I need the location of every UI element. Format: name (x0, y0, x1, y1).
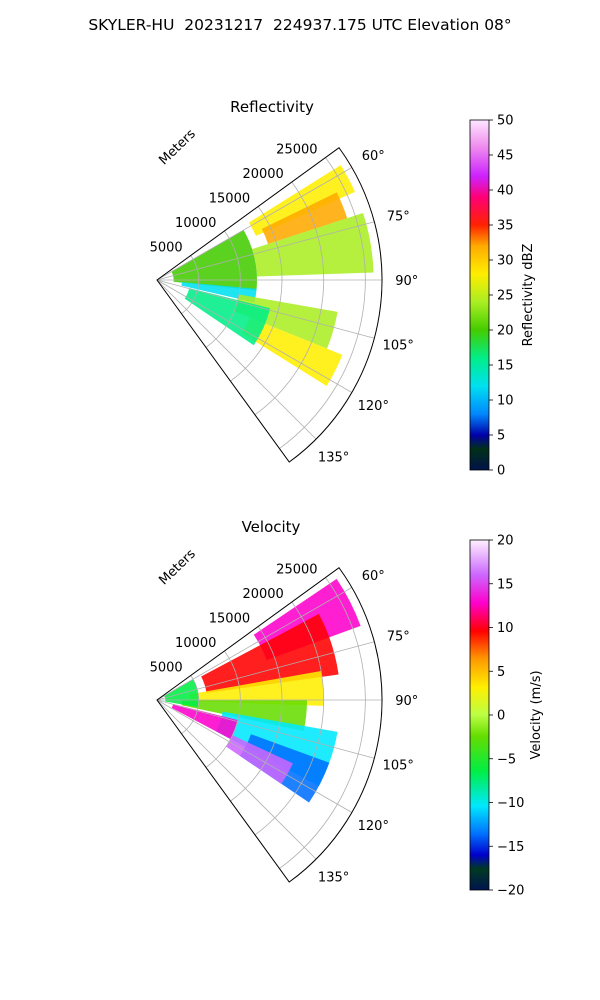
reflectivity-range-tick-label: 20000 (242, 167, 283, 182)
velocity-colorbar-tick-label: 20 (497, 534, 514, 549)
reflectivity-azimuth-tick-label: 135° (318, 451, 349, 466)
reflectivity-echo-region (261, 192, 348, 244)
velocity-range-tick-label: 15000 (209, 612, 250, 627)
reflectivity-echo-region (241, 317, 343, 386)
velocity-colorbar-tick-label: −5 (497, 752, 516, 767)
velocity-colorbar-tick-label: −10 (497, 796, 524, 811)
reflectivity-range-tick-label: 15000 (209, 192, 250, 207)
velocity-colorbar-tick-label: −20 (497, 884, 524, 899)
velocity-azimuth-tick-label: 105° (383, 759, 414, 774)
reflectivity-range-tick-label: 5000 (150, 241, 183, 256)
reflectivity-echo-region (171, 230, 257, 291)
reflectivity-colorbar-tick-label: 35 (497, 219, 514, 234)
reflectivity-echo-region (181, 282, 257, 303)
velocity-title: Velocity (242, 518, 301, 536)
velocity-panel: Velocity 5000 10000 15000 20000 25000 60° 75°… (150, 518, 419, 886)
reflectivity-sector-outline (156, 147, 383, 463)
reflectivity-azimuth-tick-label: 120° (358, 399, 389, 414)
reflectivity-azimuth-spoke (156, 221, 375, 281)
velocity-azimuth-spoke (156, 641, 375, 701)
velocity-range-tick-label: 5000 (150, 661, 183, 676)
reflectivity-azimuth-spoke (156, 167, 353, 281)
figure-title: SKYLER-HU 20231217 224937.175 UTC Elevat… (88, 16, 512, 34)
velocity-range-ring (181, 675, 200, 735)
reflectivity-colorbar-tick-label: 10 (497, 394, 514, 409)
velocity-range-tick-label: 10000 (175, 636, 216, 651)
velocity-azimuth-tick-label: 90° (395, 694, 418, 709)
reflectivity-colorbar-tick-label: 45 (497, 149, 514, 164)
reflectivity-range-ring (181, 255, 200, 315)
velocity-colorbar-ticks: −20 −15 −10 −5 0 5 10 15 20 (489, 534, 524, 899)
reflectivity-range-ticks: 5000 10000 15000 20000 25000 (150, 143, 318, 256)
velocity-colorbar-tick-label: 0 (497, 709, 505, 724)
reflectivity-range-label: Meters (156, 127, 199, 169)
reflectivity-colorbar-tick-label: 40 (497, 184, 514, 199)
reflectivity-azimuth-ticks: 60° 75° 90° 105° 120° 135° (318, 149, 418, 465)
reflectivity-range-tick-label: 25000 (276, 143, 317, 158)
reflectivity-azimuth-spoke (156, 279, 375, 339)
reflectivity-azimuth-tick-label: 105° (383, 339, 414, 354)
velocity-range-ring (279, 577, 366, 869)
reflectivity-colorbar-label: Reflectivity dBZ (521, 244, 536, 347)
velocity-colorbar: −20 −15 −10 −5 0 5 10 15 20 Velocity (m/s) (469, 534, 544, 899)
velocity-azimuth-tick-label: 120° (358, 819, 389, 834)
reflectivity-range-tick-label: 10000 (175, 216, 216, 231)
velocity-colorbar-tick-label: −15 (497, 840, 524, 855)
reflectivity-echo-region (248, 165, 355, 236)
reflectivity-echo-region (184, 288, 271, 346)
velocity-range-ring (205, 650, 241, 768)
velocity-azimuth-tick-label: 135° (318, 871, 349, 886)
reflectivity-frame (156, 147, 383, 463)
reflectivity-colorbar-tick-label: 15 (497, 359, 514, 374)
reflectivity-range-ring (230, 206, 283, 382)
velocity-azimuth-spoke (156, 587, 353, 701)
reflectivity-azimuth-spoke (156, 279, 317, 440)
velocity-range-tick-label: 25000 (276, 563, 317, 578)
reflectivity-range-ring (205, 230, 241, 348)
reflectivity-title: Reflectivity (230, 98, 314, 116)
velocity-colorbar-tick-label: 5 (497, 665, 505, 680)
velocity-colorbar-tick-label: 10 (497, 621, 514, 636)
reflectivity-azimuth-spoke (156, 279, 353, 393)
velocity-range-ticks: 5000 10000 15000 20000 25000 (150, 563, 318, 676)
reflectivity-colorbar-tick-label: 50 (497, 114, 514, 129)
reflectivity-panel: Reflectivity 5000 10000 15000 20000 25000 60… (150, 98, 419, 466)
velocity-azimuth-spoke (156, 699, 317, 860)
velocity-azimuth-spoke (156, 699, 375, 759)
velocity-echo-region (201, 613, 339, 694)
reflectivity-colorbar-tick-label: 0 (497, 464, 505, 479)
reflectivity-azimuth-tick-label: 75° (387, 209, 410, 224)
velocity-azimuth-tick-label: 75° (387, 629, 410, 644)
velocity-range-ring (230, 626, 283, 802)
velocity-echoes (164, 578, 361, 803)
reflectivity-grid (156, 157, 382, 449)
velocity-azimuth-ticks: 60° 75° 90° 105° 120° 135° (318, 569, 418, 885)
reflectivity-echo-region (252, 213, 374, 277)
velocity-colorbar-tick-label: 15 (497, 577, 514, 592)
reflectivity-range-ring (254, 181, 325, 416)
velocity-echo-region (171, 704, 238, 740)
velocity-range-ring (254, 601, 325, 836)
velocity-colorbar-label: Velocity (m/s) (529, 670, 544, 759)
reflectivity-colorbar-ticks: 0 5 10 15 20 25 30 35 40 45 50 (489, 114, 514, 479)
reflectivity-colorbar-tick-label: 25 (497, 289, 514, 304)
reflectivity-colorbar-tick-label: 5 (497, 429, 505, 444)
velocity-sector-outline (156, 567, 383, 883)
velocity-grid (156, 577, 382, 869)
reflectivity-colorbar-tick-label: 20 (497, 324, 514, 339)
reflectivity-azimuth-tick-label: 60° (362, 149, 385, 164)
reflectivity-colorbar: 0 5 10 15 20 25 30 35 40 45 50 Reflectivity dBZ (469, 114, 536, 479)
velocity-azimuth-spoke (156, 699, 353, 813)
velocity-range-label: Meters (156, 547, 199, 589)
reflectivity-colorbar-tick-label: 30 (497, 254, 514, 269)
velocity-echo-region (189, 671, 324, 706)
velocity-azimuth-tick-label: 60° (362, 569, 385, 584)
reflectivity-azimuth-tick-label: 90° (395, 274, 418, 289)
velocity-range-tick-label: 20000 (242, 587, 283, 602)
velocity-frame (156, 567, 383, 883)
reflectivity-range-ring (279, 157, 366, 449)
reflectivity-echoes (171, 165, 374, 386)
